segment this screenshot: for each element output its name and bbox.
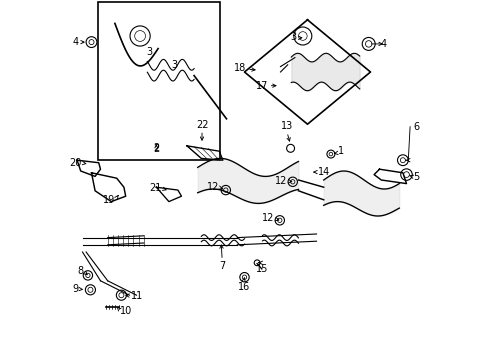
- Text: 11: 11: [131, 291, 143, 301]
- Text: 15: 15: [255, 264, 267, 274]
- Text: 20: 20: [69, 158, 81, 168]
- Text: 3: 3: [146, 47, 152, 57]
- Text: 16: 16: [237, 282, 249, 292]
- Text: 12: 12: [261, 213, 273, 223]
- Text: 17: 17: [255, 81, 267, 91]
- Text: 22: 22: [195, 120, 208, 130]
- Text: 18: 18: [234, 63, 246, 73]
- Text: 1: 1: [337, 146, 344, 156]
- Bar: [98, 2, 220, 160]
- Text: 12: 12: [206, 182, 219, 192]
- Text: 8: 8: [77, 266, 83, 276]
- Text: 14: 14: [318, 167, 330, 177]
- Text: 5: 5: [412, 172, 418, 182]
- Text: 4: 4: [380, 39, 386, 49]
- Text: 13: 13: [280, 121, 292, 131]
- Text: 21: 21: [149, 183, 162, 193]
- Text: 2: 2: [153, 144, 159, 154]
- Text: 10: 10: [120, 306, 132, 316]
- Text: 3: 3: [290, 32, 296, 42]
- Text: 19: 19: [103, 195, 115, 205]
- Text: 7: 7: [219, 261, 225, 271]
- Text: 6: 6: [412, 122, 418, 132]
- Text: 9: 9: [72, 284, 78, 294]
- Text: 4: 4: [73, 37, 79, 47]
- Text: 3: 3: [171, 60, 177, 70]
- Text: 12: 12: [274, 176, 286, 186]
- Text: 2: 2: [153, 143, 159, 153]
